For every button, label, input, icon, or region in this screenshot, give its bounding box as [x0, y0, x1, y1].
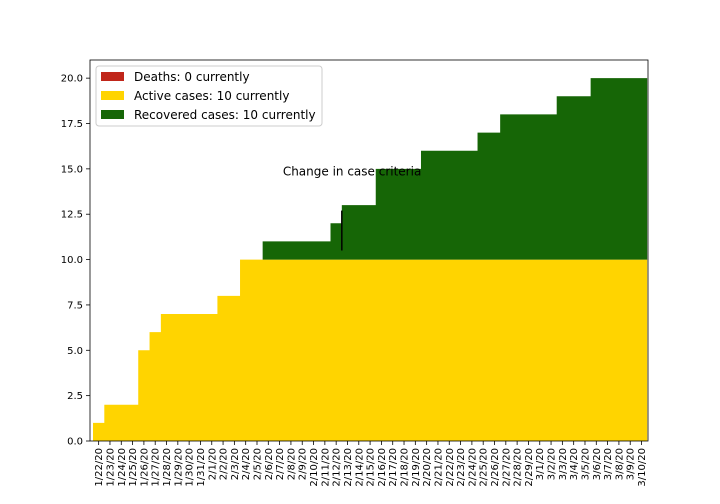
- x-tick-label: 2/5/20: [252, 448, 263, 480]
- x-tick-label: 2/25/20: [479, 448, 490, 487]
- x-tick-label: 2/29/20: [524, 448, 535, 487]
- x-tick-label: 2/14/20: [354, 448, 365, 487]
- x-tick-label: 3/1/20: [535, 448, 546, 480]
- x-tick-label: 2/6/20: [264, 448, 275, 480]
- x-tick-label: 2/2/20: [219, 448, 230, 480]
- x-tick-label: 1/22/20: [94, 448, 105, 487]
- annotation-text: Change in case criteria: [283, 165, 422, 179]
- y-tick-label: 0.0: [67, 437, 83, 448]
- x-tick-label: 2/12/20: [332, 448, 343, 487]
- x-tick-label: 3/8/20: [614, 448, 625, 480]
- x-tick-label: 2/11/20: [320, 448, 331, 487]
- y-tick-label: 12.5: [61, 210, 83, 221]
- x-tick-label: 2/26/20: [490, 448, 501, 487]
- x-tick-label: 2/22/20: [445, 448, 456, 487]
- y-tick-label: 7.5: [67, 300, 83, 311]
- x-tick-label: 2/9/20: [298, 448, 309, 480]
- x-tick-label: 2/28/20: [513, 448, 524, 487]
- x-tick-label: 1/26/20: [139, 448, 150, 487]
- y-tick-label: 5.0: [67, 346, 83, 357]
- x-tick-label: 3/7/20: [603, 448, 614, 480]
- legend-label-2: Recovered cases: 10 currently: [134, 108, 316, 122]
- x-tick-label: 1/28/20: [162, 448, 173, 487]
- x-tick-label: 1/29/20: [173, 448, 184, 487]
- legend: Deaths: 0 currently Active cases: 10 curr…: [95, 65, 323, 127]
- legend-box: [95, 65, 323, 127]
- x-tick-label: 1/30/20: [185, 448, 196, 487]
- x-tick-label: 1/27/20: [151, 448, 162, 487]
- x-tick-label: 1/31/20: [196, 448, 207, 487]
- x-tick-label: 3/5/20: [580, 448, 591, 480]
- x-tick-label: 2/21/20: [433, 448, 444, 487]
- x-tick-label: 3/6/20: [592, 448, 603, 480]
- x-tick-label: 2/8/20: [286, 448, 297, 480]
- x-tick-label: 2/10/20: [309, 448, 320, 487]
- area-series-1: [93, 259, 648, 441]
- legend-swatch-0: [101, 72, 124, 81]
- x-tick-label: 2/20/20: [422, 448, 433, 487]
- x-tick-label: 2/27/20: [501, 448, 512, 487]
- x-tick-label: 2/16/20: [377, 448, 388, 487]
- x-tick-label: 2/4/20: [241, 448, 252, 480]
- y-tick-label: 10.0: [61, 255, 83, 266]
- area-series-group: [93, 78, 648, 441]
- y-tick-label: 20.0: [61, 74, 83, 85]
- x-tick-label: 2/23/20: [456, 448, 467, 487]
- plot-frame: [89, 59, 649, 442]
- x-tick-label: 2/1/20: [207, 448, 218, 480]
- x-tick-label: 2/17/20: [388, 448, 399, 487]
- legend-label-1: Active cases: 10 currently: [134, 89, 289, 103]
- x-tick-label: 3/10/20: [637, 448, 648, 487]
- x-tick-label: 2/24/20: [467, 448, 478, 487]
- annotation-group: Change in case criteria: [283, 165, 422, 251]
- x-tick-label: 1/24/20: [117, 448, 128, 487]
- legend-swatch-2: [101, 110, 124, 119]
- x-tick-label: 3/2/20: [547, 448, 558, 480]
- x-axis: 1/22/20 1/23/20 1/24/20 1/25/20 1/26/20 1/27/…: [94, 441, 648, 487]
- legend-label-0: Deaths: 0 currently: [134, 70, 250, 84]
- y-tick-label: 2.5: [67, 391, 83, 402]
- legend-swatch-1: [101, 91, 124, 100]
- x-tick-label: 2/15/20: [366, 448, 377, 487]
- x-tick-label: 2/7/20: [275, 448, 286, 480]
- y-tick-label: 17.5: [61, 119, 83, 130]
- x-tick-label: 1/23/20: [105, 448, 116, 487]
- x-tick-label: 1/25/20: [128, 448, 139, 487]
- x-tick-label: 2/18/20: [400, 448, 411, 487]
- x-tick-label: 2/19/20: [411, 448, 422, 487]
- y-tick-label: 15.0: [61, 164, 83, 175]
- x-tick-label: 3/9/20: [626, 448, 637, 480]
- x-tick-label: 2/13/20: [343, 448, 354, 487]
- x-tick-label: 3/4/20: [569, 448, 580, 480]
- x-tick-label: 2/3/20: [230, 448, 241, 480]
- y-axis: 0.0 2.5 5.0 7.5 10.0 12.5 15.0 17.5 20.0: [61, 74, 90, 448]
- x-tick-label: 3/3/20: [558, 448, 569, 480]
- area-series-2: [93, 78, 648, 423]
